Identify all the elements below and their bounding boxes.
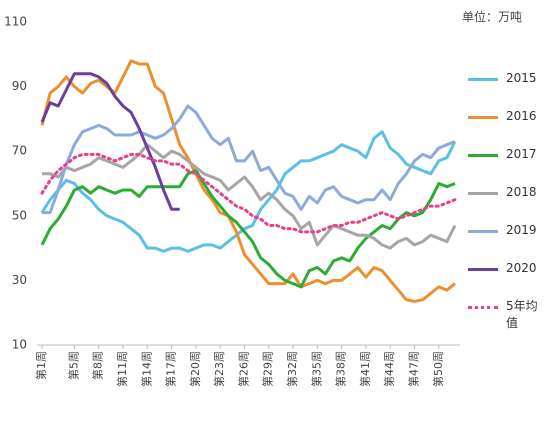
series (40, 169, 456, 289)
series-line (42, 104, 456, 215)
x-tick-label: 第29周 (261, 351, 275, 387)
legend-item: 5年均值 (468, 298, 544, 336)
legend-label: 2019 (506, 223, 537, 237)
series (42, 143, 457, 250)
legend-label: 5年均值 (506, 299, 538, 330)
legend-label: 2017 (506, 147, 537, 161)
unit-label: 单位：万吨 (462, 10, 523, 24)
series-line (40, 152, 457, 234)
legend-item: 2015 (468, 70, 544, 108)
series (42, 104, 456, 215)
x-tick-label: 第5周 (66, 351, 80, 380)
series-line (42, 143, 457, 250)
x-tick-label: 第47周 (407, 351, 421, 387)
series-line (40, 72, 180, 211)
y-tick-label: 70 (12, 144, 27, 158)
legend-label: 2016 (506, 109, 537, 123)
x-tick-label: 第8周 (91, 351, 105, 380)
legend-swatch (468, 192, 498, 195)
y-tick-label: 110 (4, 15, 27, 29)
y-tick-label: 50 (12, 208, 27, 222)
x-tick-label: 第38周 (334, 351, 348, 387)
legend-label: 2018 (506, 185, 537, 199)
series (40, 130, 457, 253)
legend-swatch (468, 154, 498, 157)
x-tick-label: 第1周 (34, 351, 48, 380)
legend-swatch (468, 268, 498, 271)
legend-label: 2015 (506, 71, 537, 85)
series-line (40, 169, 456, 289)
legend-item: 2016 (468, 108, 544, 146)
legend-item: 2017 (468, 146, 544, 184)
legend-item: 2019 (468, 222, 544, 260)
series-line (40, 130, 457, 253)
x-tick-label: 第41周 (358, 351, 372, 387)
y-tick-label: 90 (12, 79, 27, 93)
x-tick-label: 第20周 (188, 351, 202, 387)
x-tick-label: 第32周 (285, 351, 299, 387)
series (40, 72, 180, 211)
x-tick-label: 第35周 (309, 351, 323, 387)
x-tick-label: 第50周 (431, 351, 445, 387)
legend-item: 2020 (468, 260, 544, 298)
legend-swatch (468, 306, 498, 309)
series (40, 152, 457, 234)
x-tick-label: 第26周 (236, 351, 250, 387)
legend-swatch (468, 116, 498, 119)
legend: 2015 2016 2017 2018 2019 2020 5年均值 (468, 70, 544, 336)
legend-swatch (468, 230, 498, 233)
x-tick-label: 第44周 (382, 351, 396, 387)
x-tick-label: 第17周 (164, 351, 178, 387)
x-tick-label: 第14周 (139, 351, 153, 387)
x-tick-label: 第11周 (115, 351, 129, 387)
legend-swatch (468, 78, 498, 81)
y-tick-label: 30 (12, 273, 27, 287)
legend-label: 2020 (506, 261, 537, 275)
x-tick-label: 第23周 (212, 351, 226, 387)
y-tick-label: 10 (12, 338, 27, 352)
legend-item: 2018 (468, 184, 544, 222)
